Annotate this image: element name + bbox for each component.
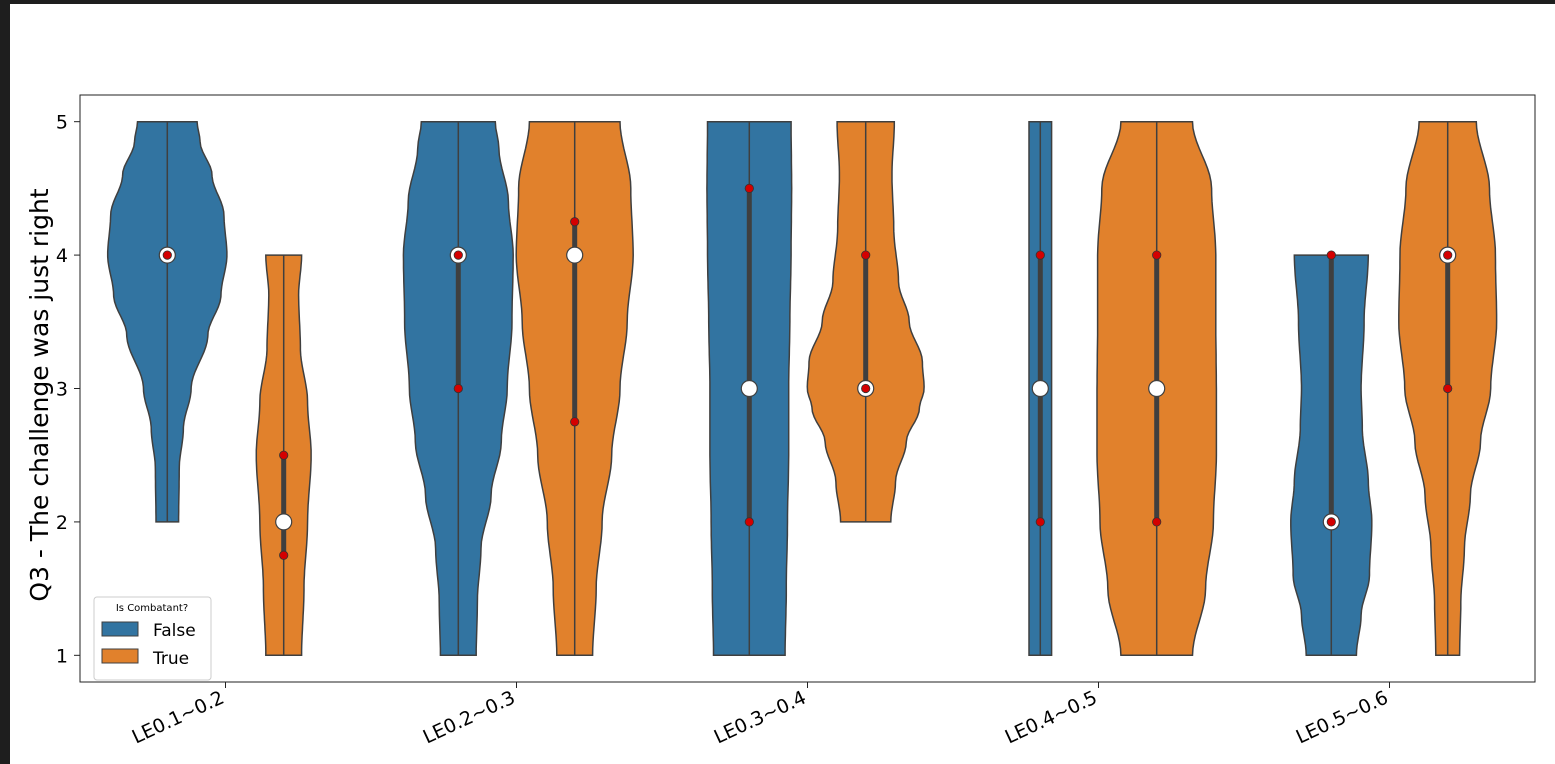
quantile-marker: [1326, 250, 1336, 260]
x-tick-label: LE0.2~0.3: [420, 687, 519, 749]
quantile-marker: [744, 517, 754, 527]
x-tick-label: LE0.3~0.4: [711, 687, 810, 749]
legend-swatch-true: [101, 648, 139, 664]
x-tick-label: LE0.5~0.6: [1293, 687, 1392, 749]
quantile-marker: [1152, 517, 1162, 527]
violin-median: [275, 513, 293, 531]
violin-true-1: [515, 120, 634, 657]
violin-false-0: [106, 120, 228, 523]
y-tick-label: 4: [56, 245, 68, 267]
quantile-marker: [861, 250, 871, 260]
quantile-marker: [279, 450, 289, 460]
legend-label-false: False: [153, 621, 196, 641]
quantile-marker: [1152, 250, 1162, 260]
quantile-marker: [1035, 517, 1045, 527]
quantile-marker: [279, 550, 289, 560]
quantile-marker: [1443, 383, 1453, 394]
violin-false-3: [1028, 120, 1053, 657]
y-axis: 1 2 3 4 5: [56, 112, 80, 667]
quantile-marker: [744, 183, 754, 193]
violin-median: [1148, 379, 1166, 398]
y-tick-label: 3: [56, 379, 68, 401]
violin-median: [740, 379, 758, 398]
legend-swatch-false: [101, 621, 139, 637]
quantile-marker: [1443, 250, 1453, 260]
quantile-marker: [861, 383, 871, 394]
violin-median: [1031, 379, 1049, 398]
violin-true-2: [806, 120, 925, 523]
y-tick-label: 5: [56, 112, 68, 134]
quantile-marker: [453, 250, 463, 260]
violin-false-1: [402, 120, 514, 657]
violin-false-2: [706, 120, 793, 657]
y-tick-label: 1: [56, 645, 68, 667]
violin-chart: 1 2 3 4 5 LE0.1~0.2 LE0.2~0.3 LE0.3~0.4 LE0.4~0…: [25, 94, 1536, 748]
quantile-marker: [1035, 250, 1045, 260]
quantile-marker: [162, 250, 172, 260]
x-tick-label: LE0.4~0.5: [1002, 687, 1101, 749]
violin-false-4: [1290, 250, 1373, 657]
y-tick-label: 2: [56, 512, 68, 534]
legend-label-true: True: [152, 649, 189, 669]
quantile-marker: [570, 417, 580, 427]
violin-true-4: [1398, 120, 1498, 657]
legend: Is Combatant? False True: [93, 596, 212, 681]
x-axis: LE0.1~0.2 LE0.2~0.3 LE0.3~0.4 LE0.4~0.5 LE0.…: [129, 682, 1392, 748]
violins-group: [106, 120, 1498, 657]
y-axis-label: Q3 - The challenge was just right: [25, 188, 54, 601]
chart-frame: 1 2 3 4 5 LE0.1~0.2 LE0.2~0.3 LE0.3~0.4 LE0.4~0…: [10, 4, 1555, 764]
quantile-marker: [453, 383, 463, 394]
violin-true-0: [255, 254, 312, 657]
violin-median: [566, 246, 584, 264]
violin-true-3: [1096, 120, 1218, 657]
x-tick-label: LE0.1~0.2: [129, 687, 228, 749]
legend-title: Is Combatant?: [116, 603, 188, 614]
quantile-marker: [570, 217, 580, 227]
quantile-marker: [1326, 517, 1336, 527]
